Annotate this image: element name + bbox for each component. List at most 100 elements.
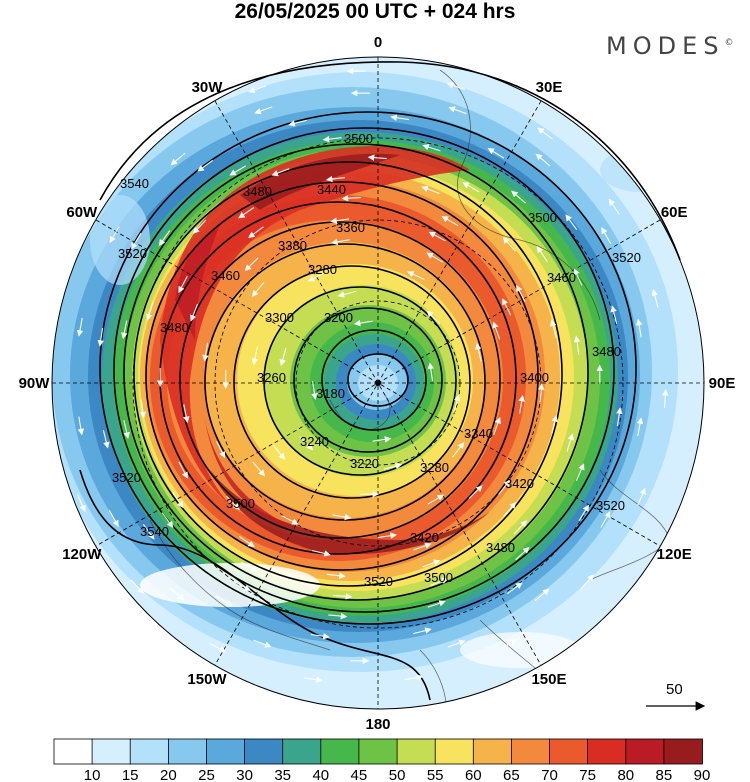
height-contours — [79, 61, 681, 701]
wind-arrow — [487, 148, 505, 159]
colorbar-tick-label: 80 — [617, 767, 634, 782]
colorbar-tick-label: 35 — [274, 767, 291, 782]
wind-arrow — [502, 298, 512, 316]
wind-arrow — [608, 198, 620, 215]
contour-label: 3360 — [336, 220, 365, 235]
wind-arrow — [240, 561, 258, 572]
colorbar-tick-label: 30 — [236, 767, 253, 782]
wind-arrow — [453, 394, 461, 413]
contour-label: 3480 — [486, 540, 515, 555]
wind-arrow — [215, 595, 233, 606]
wind-arrow — [279, 347, 287, 367]
wind-arrow — [500, 639, 518, 650]
contour-label-group: 3500 3440 3480 3360 3380 3280 3300 3200 … — [112, 131, 641, 589]
wind-arrow — [367, 154, 387, 161]
wind-arrow — [234, 580, 251, 591]
wind-arrow — [238, 207, 255, 219]
contour-label: 3520 — [112, 470, 141, 485]
contour-label: 3480 — [243, 184, 272, 199]
contour-label: 3500 — [344, 131, 373, 146]
wind-arrow — [307, 272, 326, 282]
colorbar: 10 15 20 25 30 35 40 45 50 55 60 65 70 75 80 85 90 — [53, 738, 710, 782]
map-title: 26/05/2025 00 UTC + 024 hrs — [234, 0, 516, 23]
wind-arrow — [332, 513, 352, 521]
wind-arrow — [536, 245, 548, 263]
map-edge — [51, 56, 705, 710]
contour-label: 3540 — [120, 176, 149, 191]
wind-arrow — [253, 639, 272, 648]
wind-arrow — [226, 495, 240, 511]
wind-arrow — [565, 214, 578, 231]
wind-arrow — [244, 257, 259, 272]
wind-arrow — [130, 579, 145, 594]
contour-label: 3420 — [410, 530, 439, 545]
contour-label: 3520 — [118, 246, 147, 261]
meridian-labels: 0 30E 60E 90E 120E 150E 180 150W 120W 90W 60W 30W — [19, 34, 736, 733]
wind-arrow — [468, 485, 483, 499]
wind-arrow — [493, 416, 502, 435]
wind-arrow — [312, 550, 331, 557]
wind-arrow — [515, 546, 530, 561]
wind-arrow — [566, 433, 574, 452]
wind-arrow — [248, 226, 264, 239]
contour-label: 3500 — [528, 210, 557, 225]
contour-label: 3280 — [308, 262, 337, 277]
wind-arrow — [271, 168, 290, 177]
meridian-label: 90W — [19, 375, 51, 392]
wind-arrow — [422, 143, 441, 152]
colorbar-swatch — [510, 738, 551, 765]
wind-arrow — [537, 127, 553, 140]
wind-arrow — [498, 479, 511, 495]
wind-arrow — [448, 106, 467, 115]
wind-arrow — [238, 535, 255, 548]
wind-arrow — [209, 642, 227, 653]
reference-vector: 50 — [646, 681, 706, 711]
colorbar-swatch — [129, 738, 170, 765]
brand-text: MODES — [606, 32, 725, 60]
wind-arrow — [169, 587, 185, 601]
wind-arrow — [131, 232, 142, 250]
wind-arrow — [383, 462, 403, 470]
wind-arrow — [492, 321, 501, 340]
wind-arrow — [575, 463, 585, 481]
colorbar-tick-label: 40 — [312, 767, 329, 782]
wind-arrow — [146, 302, 154, 321]
colorbar-tick-label: 85 — [656, 767, 673, 782]
colorbar-swatch — [587, 738, 627, 765]
wind-arrow — [422, 559, 441, 568]
contour-label: 3220 — [350, 456, 379, 471]
meridian-label: 120E — [657, 546, 692, 563]
colorbar-swatch — [663, 738, 703, 765]
wind-arrow — [462, 182, 480, 193]
wind-arrow — [76, 317, 84, 337]
wind-arrow — [325, 175, 345, 183]
wind-arrow — [635, 318, 643, 338]
wind-arrow — [441, 216, 459, 227]
wind-arrow — [251, 281, 265, 297]
colorbar-swatch — [320, 738, 360, 765]
contour-label: 3500 — [424, 570, 453, 585]
wind-arrow — [662, 389, 669, 409]
meridian-label: 150W — [187, 671, 227, 688]
contour-label: 3520 — [364, 574, 393, 589]
wind-arrow — [426, 252, 444, 263]
wind-arrow — [178, 275, 188, 294]
wind-arrow — [430, 577, 449, 586]
colorbar-tick-label: 10 — [84, 767, 101, 782]
wind-arrow — [330, 217, 350, 224]
wind-arrow — [272, 444, 286, 460]
wind-arrow — [288, 119, 307, 127]
wind-arrow — [378, 532, 397, 539]
wind-arrow — [333, 593, 353, 600]
wind-arrow — [311, 381, 318, 400]
wind-arrow — [452, 442, 465, 458]
wind-arrow — [551, 415, 558, 434]
colorbar-swatch — [358, 738, 398, 765]
wind-arrow — [123, 420, 130, 439]
wind-arrow — [610, 305, 618, 324]
wind-arrow — [121, 320, 128, 340]
wind-arrow — [254, 106, 273, 115]
colorbar-swatch — [434, 738, 475, 765]
wind-arrow — [337, 290, 357, 298]
